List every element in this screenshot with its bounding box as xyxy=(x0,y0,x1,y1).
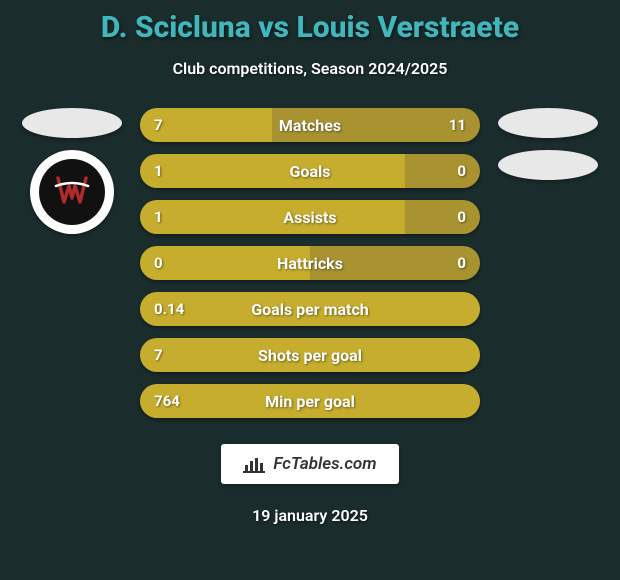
stat-row: 7Matches11 xyxy=(140,108,480,142)
stat-value-left: 0.14 xyxy=(154,300,184,318)
comparison-card: D. Scicluna vs Louis Verstraete Club com… xyxy=(0,0,620,580)
page-title: D. Scicluna vs Louis Verstraete xyxy=(101,10,519,45)
stat-row: 764Min per goal xyxy=(140,384,480,418)
stat-bar-fill xyxy=(140,200,405,234)
stat-value-left: 1 xyxy=(154,162,163,180)
player-a-name: D. Scicluna xyxy=(101,10,251,45)
stat-value-left: 7 xyxy=(154,346,163,364)
player-b-placeholder-ellipse-1 xyxy=(498,108,598,138)
stat-value-right: 0 xyxy=(457,208,466,226)
stat-row: 0Hattricks0 xyxy=(140,246,480,280)
player-b-name: Louis Verstraete xyxy=(296,10,519,45)
player-b-placeholder-ellipse-2 xyxy=(498,150,598,180)
stat-bar-fill xyxy=(140,246,310,280)
subtitle: Club competitions, Season 2024/2025 xyxy=(173,59,448,78)
stat-bar-fill xyxy=(140,338,480,372)
brand-text: FcTables.com xyxy=(273,454,376,474)
vs-text: vs xyxy=(258,10,296,45)
date-text: 19 january 2025 xyxy=(252,506,368,525)
stat-bar-fill xyxy=(140,384,480,418)
player-a-club-badge xyxy=(30,150,114,234)
stat-value-right: 0 xyxy=(457,162,466,180)
stat-row: 1Assists0 xyxy=(140,200,480,234)
player-a-placeholder-ellipse xyxy=(22,108,122,138)
stat-value-right: 11 xyxy=(449,116,466,134)
stat-value-left: 764 xyxy=(154,392,180,410)
stat-bar-fill xyxy=(140,292,480,326)
body: 7Matches11 1Goals0 1Assists0 0Hattricks0 0.1… xyxy=(0,108,620,418)
club-badge-inner xyxy=(39,159,105,225)
stat-bars: 7Matches11 1Goals0 1Assists0 0Hattricks0 0.1… xyxy=(140,108,480,418)
stat-row: 7Shots per goal xyxy=(140,338,480,372)
left-side-column xyxy=(22,108,122,418)
stat-bar-fill xyxy=(140,154,405,188)
brand-badge: FcTables.com xyxy=(221,444,398,484)
club-wanderers-icon xyxy=(52,172,92,212)
stat-value-right: 0 xyxy=(457,254,466,272)
right-side-column xyxy=(498,108,598,418)
stat-value-left: 0 xyxy=(154,254,163,272)
stat-row: 0.14Goals per match xyxy=(140,292,480,326)
stat-value-left: 1 xyxy=(154,208,163,226)
brand-chart-icon xyxy=(243,455,265,473)
stat-value-left: 7 xyxy=(154,116,163,134)
stat-row: 1Goals0 xyxy=(140,154,480,188)
